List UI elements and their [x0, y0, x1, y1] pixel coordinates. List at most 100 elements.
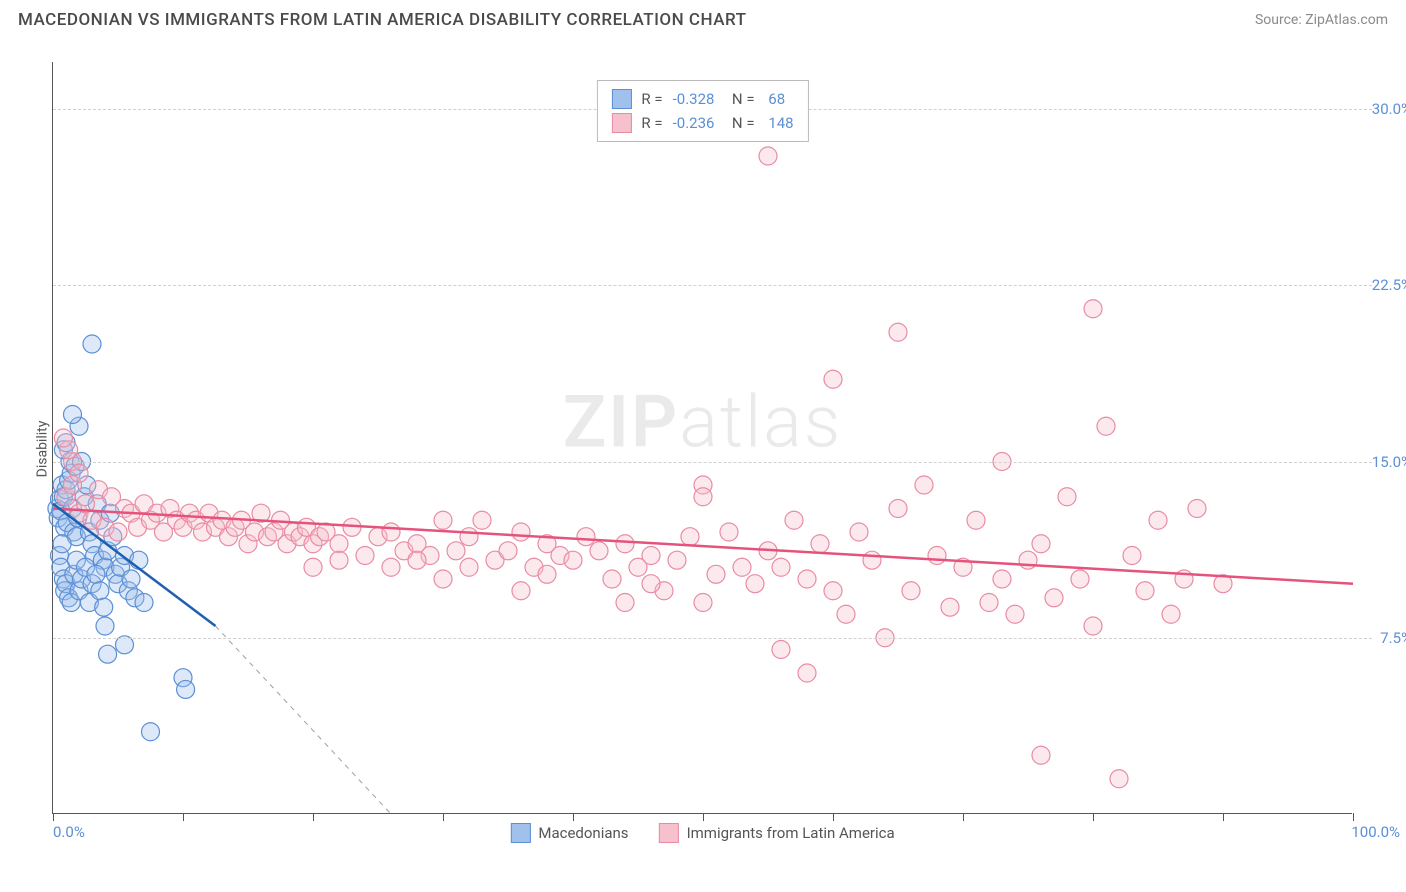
- scatter-point: [772, 641, 790, 659]
- scatter-point: [382, 558, 400, 576]
- scatter-point: [473, 511, 491, 529]
- scatter-point: [590, 542, 608, 560]
- gridline: [53, 462, 1372, 463]
- scatter-point: [95, 598, 113, 616]
- scatter-point: [1032, 746, 1050, 764]
- scatter-point: [382, 523, 400, 541]
- scatter-point: [642, 575, 660, 593]
- corr-n-label: N =: [724, 87, 754, 111]
- scatter-point: [941, 598, 959, 616]
- scatter-point: [142, 723, 160, 741]
- scatter-point: [408, 551, 426, 569]
- scatter-point: [798, 664, 816, 682]
- scatter-point: [356, 547, 374, 565]
- scatter-point: [993, 570, 1011, 588]
- scatter-point: [967, 511, 985, 529]
- scatter-point: [135, 594, 153, 612]
- scatter-point: [772, 558, 790, 576]
- scatter-point: [1162, 605, 1180, 623]
- scatter-point: [460, 528, 478, 546]
- scatter-point: [1032, 535, 1050, 553]
- y-axis-label: Disability: [34, 421, 50, 478]
- scatter-point: [1136, 582, 1154, 600]
- scatter-point: [96, 617, 114, 635]
- corr-r-label: R =: [641, 87, 662, 111]
- corr-n-value: 68: [765, 87, 786, 111]
- scatter-point: [512, 523, 530, 541]
- corr-n-label: N =: [724, 111, 754, 135]
- x-tick: [443, 813, 444, 821]
- scatter-point: [759, 147, 777, 165]
- scatter-point: [1006, 605, 1024, 623]
- y-tick-label: 15.0%: [1372, 453, 1406, 471]
- gridline: [53, 638, 1372, 639]
- scatter-point: [1045, 589, 1063, 607]
- scatter-point: [434, 511, 452, 529]
- corr-r-label: R =: [641, 111, 662, 135]
- scatter-point: [915, 476, 933, 494]
- x-tick: [573, 813, 574, 821]
- scatter-point: [99, 645, 117, 663]
- plot-region: ZIPatlas R = -0.328 N = 68R = -0.236 N =…: [52, 62, 1352, 814]
- legend-label: Immigrants from Latin America: [687, 824, 895, 842]
- scatter-point: [889, 500, 907, 518]
- chart-title: MACEDONIAN VS IMMIGRANTS FROM LATIN AMER…: [18, 10, 746, 30]
- scatter-point: [863, 551, 881, 569]
- scatter-point: [1084, 617, 1102, 635]
- correlation-legend-row: R = -0.328 N = 68: [611, 87, 793, 111]
- scatter-point: [83, 335, 101, 353]
- corr-n-value: 148: [765, 111, 794, 135]
- scatter-point: [460, 558, 478, 576]
- scatter-point: [538, 565, 556, 583]
- scatter-point: [603, 570, 621, 588]
- scatter-point: [499, 542, 517, 560]
- scatter-point: [850, 523, 868, 541]
- chart-area: Disability ZIPatlas R = -0.328 N = 68R =…: [18, 44, 1388, 854]
- scatter-point: [447, 542, 465, 560]
- scatter-point: [733, 558, 751, 576]
- scatter-point: [1149, 511, 1167, 529]
- x-tick: [313, 813, 314, 821]
- gridline: [53, 285, 1372, 286]
- scatter-point: [798, 570, 816, 588]
- scatter-svg: [53, 62, 1352, 813]
- scatter-point: [837, 605, 855, 623]
- scatter-point: [87, 565, 105, 583]
- scatter-point: [109, 523, 127, 541]
- scatter-point: [889, 323, 907, 341]
- trend-line-blue-dashed: [216, 626, 392, 814]
- scatter-point: [616, 594, 634, 612]
- scatter-point: [824, 582, 842, 600]
- scatter-point: [91, 582, 109, 600]
- legend-item: Macedonians: [510, 823, 628, 843]
- scatter-point: [720, 523, 738, 541]
- scatter-point: [70, 464, 88, 482]
- scatter-point: [512, 582, 530, 600]
- scatter-point: [1123, 547, 1141, 565]
- x-tick: [1353, 813, 1354, 821]
- scatter-point: [681, 528, 699, 546]
- x-tick-label-start: 0.0%: [53, 823, 85, 841]
- scatter-point: [746, 575, 764, 593]
- scatter-point: [330, 535, 348, 553]
- x-tick: [183, 813, 184, 821]
- x-tick: [1223, 813, 1224, 821]
- y-tick-label: 7.5%: [1380, 629, 1406, 647]
- scatter-point: [54, 429, 72, 447]
- scatter-point: [1188, 500, 1206, 518]
- scatter-point: [122, 570, 140, 588]
- legend-item: Immigrants from Latin America: [659, 823, 895, 843]
- scatter-point: [577, 528, 595, 546]
- x-tick: [703, 813, 704, 821]
- legend-swatch: [611, 113, 631, 133]
- scatter-point: [53, 535, 71, 553]
- scatter-point: [980, 594, 998, 612]
- scatter-point: [330, 551, 348, 569]
- x-tick: [53, 813, 54, 821]
- scatter-point: [694, 488, 712, 506]
- scatter-point: [1110, 770, 1128, 788]
- scatter-point: [902, 582, 920, 600]
- scatter-point: [564, 551, 582, 569]
- scatter-point: [707, 565, 725, 583]
- source-name: ZipAtlas.com: [1305, 12, 1388, 28]
